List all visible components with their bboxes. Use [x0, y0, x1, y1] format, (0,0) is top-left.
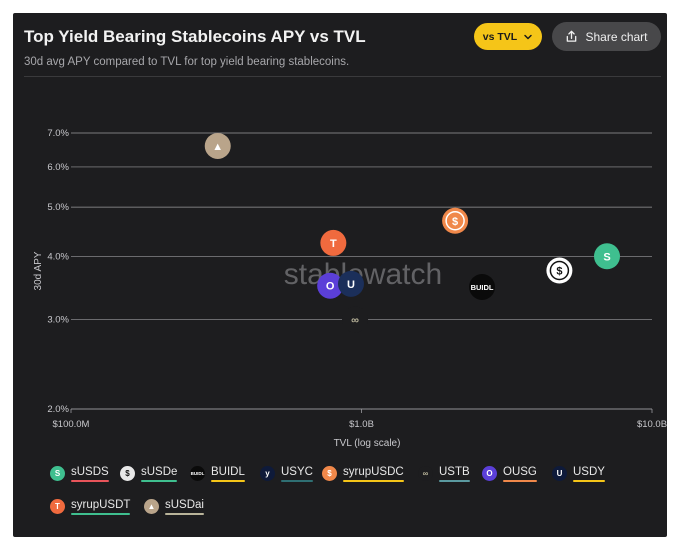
- grid: 2.0% 3.0% 4.0% 5.0% 6.0% 7.0% $100.0M $1.0B $10.…: [47, 128, 667, 430]
- data-point-susds[interactable]: S: [594, 243, 621, 270]
- legend-underline: [141, 480, 178, 482]
- scatter-plot: 2.0% 3.0% 4.0% 5.0% 6.0% 7.0% $100.0M $1.0B $10.…: [33, 128, 667, 449]
- legend-underline: [343, 480, 404, 482]
- data-points: S $ BUIDL $ ∞ O U T ▲: [204, 132, 621, 333]
- y-tick-label: 2.0%: [47, 404, 69, 415]
- x-axis-label: TVL (log scale): [334, 438, 401, 449]
- syrup-dollar-icon: $: [322, 466, 337, 481]
- icon-glyph: ▲: [212, 141, 223, 153]
- legend-underline: [503, 480, 537, 482]
- legend-label: sUSDS: [71, 466, 109, 482]
- data-point-usdy[interactable]: U: [337, 270, 364, 297]
- legend-item-usdy[interactable]: U USDY: [552, 466, 605, 482]
- legend-item-susde[interactable]: $ sUSDe: [120, 466, 178, 482]
- icon-ring: [549, 260, 570, 281]
- tether-icon: T: [50, 499, 65, 514]
- icon-glyph: $: [556, 266, 562, 278]
- y-icon: y: [260, 466, 275, 481]
- icon-ring: [445, 211, 465, 231]
- susdai-icon: ▲: [144, 499, 159, 514]
- buidl-icon: [469, 273, 496, 300]
- data-point-syrupusdc[interactable]: $: [442, 207, 469, 234]
- icon-glyph: ∞: [351, 315, 359, 327]
- legend-item-ousg[interactable]: O OUSG: [482, 466, 537, 482]
- legend-item-susdai[interactable]: ▲ sUSDai: [144, 499, 204, 515]
- share-chart-button[interactable]: Share chart: [552, 22, 661, 51]
- legend-underline: [71, 480, 109, 482]
- data-point-susdai[interactable]: ▲: [204, 132, 231, 159]
- dollar-ring-icon: $: [120, 466, 135, 481]
- legend-underline: [281, 480, 313, 482]
- data-point-syrupusdt[interactable]: T: [320, 229, 347, 256]
- susdai-icon: [204, 132, 231, 159]
- y-tick-label: 7.0%: [47, 128, 69, 139]
- legend-underline: [211, 480, 245, 482]
- x-tick-label: $10.0B: [637, 419, 667, 430]
- share-icon: [567, 30, 577, 42]
- x-tick-label: $100.0M: [53, 419, 90, 430]
- icon-glyph: O: [326, 281, 335, 293]
- icon-glyph: T: [330, 238, 337, 250]
- legend-label: OUSG: [503, 466, 537, 482]
- infinity-icon: ∞: [418, 466, 433, 481]
- y-axis-label: 30d APY: [33, 251, 44, 290]
- ousg-icon: [317, 272, 344, 299]
- legend-underline: [573, 480, 605, 482]
- legend-underline: [71, 513, 131, 515]
- chart-title: Top Yield Bearing Stablecoins APY vs TVL: [24, 27, 366, 46]
- chevron-down-icon: [524, 34, 532, 39]
- buidl-icon: BUIDL: [190, 466, 205, 481]
- chart-subtitle: 30d avg APY compared to TVL for top yiel…: [24, 56, 350, 68]
- legend-label: syrupUSDC: [343, 466, 404, 482]
- data-point-ousg[interactable]: O: [317, 272, 344, 299]
- y-tick-label: 4.0%: [47, 251, 69, 262]
- legend-label: BUIDL: [211, 466, 245, 482]
- x-tick-label: $1.0B: [349, 419, 374, 430]
- legend-label: USDY: [573, 466, 605, 482]
- data-point-susde[interactable]: $: [546, 257, 573, 284]
- tether-icon: [320, 229, 347, 256]
- data-point-ustb[interactable]: ∞: [342, 306, 369, 333]
- icon-glyph: S: [603, 251, 610, 263]
- icon-glyph: $: [452, 216, 458, 228]
- s-arrows-icon: S: [50, 466, 65, 481]
- y-tick-label: 6.0%: [47, 162, 69, 173]
- icon-glyph: U: [347, 279, 355, 291]
- usdy-icon: [337, 270, 364, 297]
- legend-label: sUSDai: [165, 499, 204, 515]
- icon-glyph: BUIDL: [471, 283, 494, 292]
- vs-tvl-dropdown[interactable]: vs TVL: [474, 23, 542, 50]
- chart-card: Top Yield Bearing Stablecoins APY vs TVL…: [13, 13, 667, 537]
- header-divider: [24, 76, 661, 77]
- legend-item-usyc[interactable]: y USYC: [260, 466, 313, 482]
- y-tick-label: 3.0%: [47, 315, 69, 326]
- legend-underline: [165, 513, 204, 515]
- usdy-icon: U: [552, 466, 567, 481]
- legend-label: sUSDe: [141, 466, 178, 482]
- share-chart-label: Share chart: [585, 29, 648, 44]
- legend-item-buidl[interactable]: BUIDL BUIDL: [190, 466, 245, 482]
- legend-label: syrupUSDT: [71, 499, 131, 515]
- ousg-icon: O: [482, 466, 497, 481]
- vs-tvl-label: vs TVL: [482, 30, 518, 43]
- infinity-icon: [342, 306, 369, 333]
- y-tick-label: 5.0%: [47, 202, 69, 213]
- legend-label: USYC: [281, 466, 313, 482]
- legend-underline: [439, 480, 470, 482]
- legend-item-syrupusdc[interactable]: $ syrupUSDC: [322, 466, 404, 482]
- data-point-buidl[interactable]: BUIDL: [469, 273, 496, 300]
- legend-item-ustb[interactable]: ∞ USTB: [418, 466, 470, 482]
- legend-label: USTB: [439, 466, 470, 482]
- s-arrows-icon: [594, 243, 621, 270]
